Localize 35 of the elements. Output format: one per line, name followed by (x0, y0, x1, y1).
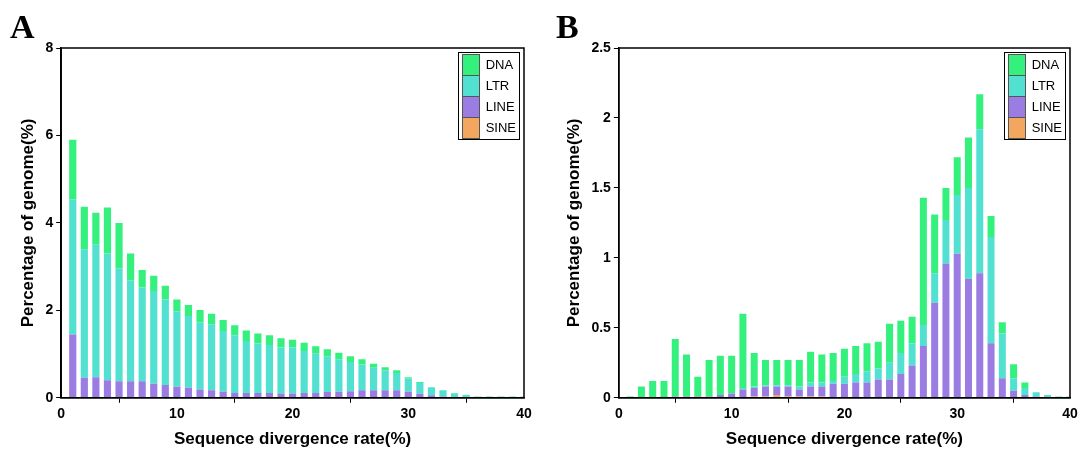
x-axis-title: Sequence divergence rate(%) (174, 429, 412, 449)
legend-label: LTR (1031, 78, 1056, 93)
chart-title: A (10, 8, 35, 46)
x-tick-label: 40 (516, 405, 532, 422)
y-tick-label: 4 (45, 213, 54, 230)
x-tick-label: 0 (57, 405, 66, 422)
chart-title: B (556, 8, 579, 46)
x-tick-label: 10 (723, 405, 740, 422)
x-tick-label: 30 (949, 405, 966, 422)
y-axis-title: Percentage of genome(%) (17, 118, 37, 328)
legend-label: LTR (485, 78, 510, 93)
y-tick-label: 1 (603, 248, 612, 265)
y-tick-label: 0 (603, 388, 612, 405)
x-tick-label: 40 (1062, 405, 1078, 422)
x-tick-label: 0 (614, 405, 623, 422)
y-axis-title: Percentage of genome(%) (563, 118, 583, 328)
y-tick-label: 2.5 (591, 38, 612, 55)
y-tick-label: 0.5 (591, 318, 612, 335)
x-tick-label: 20 (284, 405, 301, 422)
y-tick-label: 2 (45, 301, 54, 318)
y-tick-label: 2 (603, 108, 612, 125)
y-tick-label: 6 (45, 126, 54, 143)
legend-label: LINE (1031, 99, 1061, 114)
x-tick-label: 10 (169, 405, 185, 422)
legend-label: DNA (485, 57, 514, 72)
x-tick-label: 20 (836, 405, 853, 422)
y-tick-label: 1.5 (591, 178, 612, 195)
x-axis-title: Sequence divergence rate(%) (725, 429, 964, 449)
y-tick-label: 0 (45, 388, 54, 405)
legend-label: DNA (1031, 57, 1060, 72)
x-tick-label: 30 (400, 405, 417, 422)
legend-label: LINE (485, 99, 515, 114)
y-tick-label: 8 (45, 38, 54, 55)
legend-label: SINE (1031, 120, 1062, 135)
legend-label: SINE (485, 120, 516, 135)
